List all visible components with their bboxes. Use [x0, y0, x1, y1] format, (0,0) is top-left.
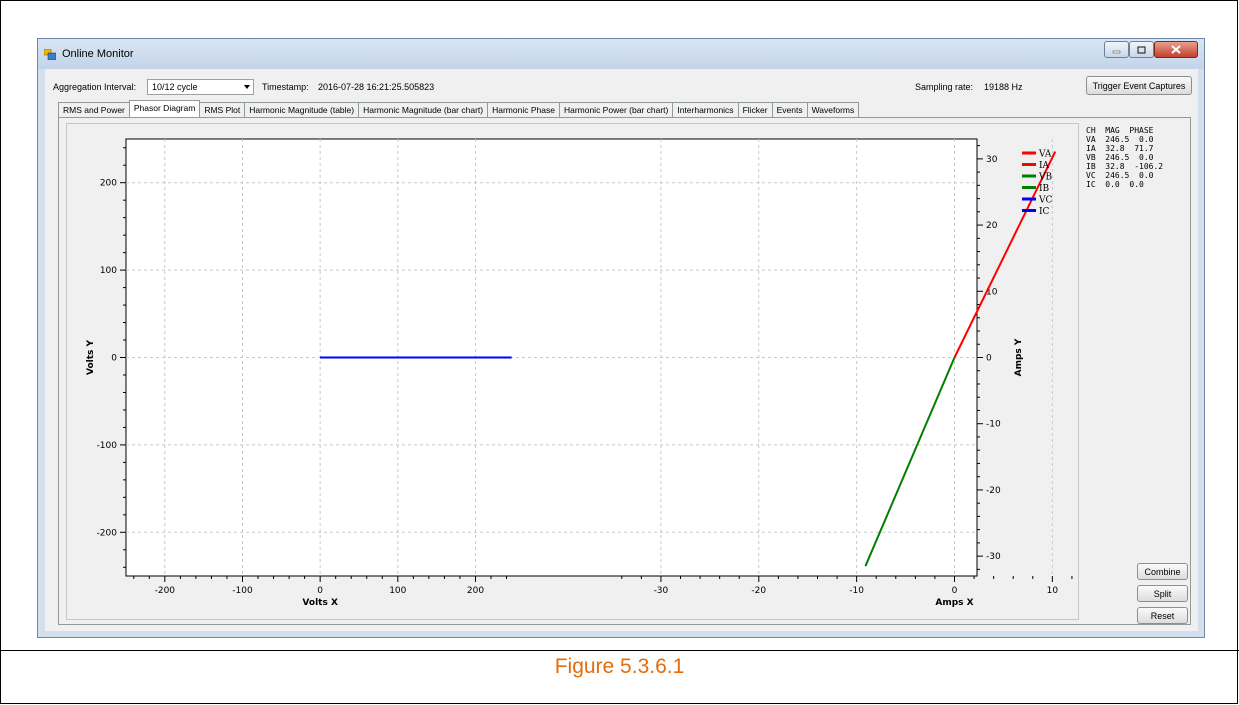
x-tick-label: 0	[317, 586, 323, 596]
y-tick-label: -10	[986, 420, 1001, 430]
series-line-ia	[953, 151, 1057, 358]
sampling-rate-label: Sampling rate:	[915, 82, 974, 92]
tab-rms-plot[interactable]: RMS Plot	[199, 102, 246, 117]
window-client-area: Aggregation Interval: 10/12 cycle Timest…	[45, 69, 1198, 631]
window-title: Online Monitor	[62, 48, 134, 60]
readout-row: VA 246.5 0.0	[1086, 135, 1154, 144]
y-tick-label: -100	[97, 441, 118, 451]
readout-row: IA 32.8 71.7	[1086, 144, 1154, 153]
online-monitor-window: Online Monitor Aggregation Interval: 10/…	[37, 38, 1205, 638]
x-tick-label: 0	[952, 586, 958, 596]
phasor-readout: CH MAG PHASE VA 246.5 0.0 IA 32.8 71.7 V…	[1086, 126, 1163, 189]
legend-label-ic: IC	[1039, 207, 1050, 217]
tab-harmonic-power-bar-chart[interactable]: Harmonic Power (bar chart)	[558, 102, 674, 117]
legend-label-va: VA	[1038, 150, 1052, 160]
reset-button[interactable]: Reset	[1137, 607, 1188, 624]
y-tick-label: 0	[986, 353, 992, 363]
timestamp-label: Timestamp:	[262, 82, 309, 92]
trigger-event-captures-button[interactable]: Trigger Event Captures	[1086, 76, 1192, 95]
phasor-diagram-page: -200 -100 0 100 200 -30 -20 -10 0 10 20 30 -200 -100 0…	[58, 117, 1191, 625]
readout-row: VC 246.5 0.0	[1086, 171, 1154, 180]
minimize-icon	[1112, 50, 1121, 53]
title-bar[interactable]: Online Monitor	[38, 39, 1204, 69]
y-tick-label: 30	[986, 155, 998, 165]
y-tick-label: 200	[100, 179, 117, 189]
series-line-ib	[864, 357, 956, 567]
timestamp-value: 2016-07-28 16:21:25.505823	[318, 82, 435, 92]
x-tick-label: 10	[1047, 586, 1059, 596]
tab-harmonic-magnitude-table[interactable]: Harmonic Magnitude (table)	[244, 102, 360, 117]
chevron-down-icon	[244, 85, 250, 89]
tab-phasor-diagram[interactable]: Phasor Diagram	[128, 100, 201, 117]
x-tick-label: -30	[654, 586, 669, 596]
figure-caption: Figure 5.3.6.1	[554, 655, 685, 678]
y-axis-label-amps: Amps Y	[1014, 338, 1024, 376]
caption-divider	[0, 650, 1239, 651]
x-axis-label-volts: Volts X	[302, 598, 338, 608]
plot-panel: -200 -100 0 100 200 -30 -20 -10 0 10 20 30 -200 -100 0…	[66, 123, 1079, 620]
x-tick-label: -20	[751, 586, 766, 596]
x-tick-label: -100	[232, 586, 253, 596]
tab-events[interactable]: Events	[771, 102, 808, 117]
window-controls	[1104, 41, 1198, 59]
y-tick-label: 20	[986, 221, 998, 231]
tab-strip: RMS and Power Phasor Diagram RMS Plot Harmo…	[58, 100, 860, 117]
minimize-button[interactable]	[1104, 41, 1129, 58]
combine-button[interactable]: Combine	[1137, 563, 1188, 580]
split-button[interactable]: Split	[1137, 585, 1188, 602]
tab-rms-and-power[interactable]: RMS and Power	[58, 102, 130, 117]
x-axis-label-amps: Amps X	[935, 598, 973, 608]
y-tick-label: -200	[97, 528, 118, 538]
legend-label-ib: IB	[1039, 184, 1050, 194]
tab-waveforms[interactable]: Waveforms	[806, 102, 860, 117]
aggregation-interval-dropdown[interactable]: 10/12 cycle	[147, 79, 254, 95]
y-tick-label: 10	[986, 287, 998, 297]
tab-interharmonics[interactable]: Interharmonics	[672, 102, 739, 117]
tab-harmonic-magnitude-bar-chart[interactable]: Harmonic Magnitude (bar chart)	[358, 102, 489, 117]
y-tick-label: 0	[111, 354, 117, 364]
legend-label-vc: VC	[1038, 196, 1052, 206]
app-icon	[44, 49, 56, 60]
readout-row: IB 32.8 -106.2	[1086, 162, 1164, 171]
aggregation-interval-value: 10/12 cycle	[152, 82, 198, 92]
tab-harmonic-phase[interactable]: Harmonic Phase	[487, 102, 560, 117]
y-tick-label: 100	[100, 266, 117, 276]
x-tick-label: -200	[155, 586, 176, 596]
sampling-rate-value: 19188 Hz	[984, 82, 1023, 92]
close-icon	[1171, 45, 1181, 54]
tab-flicker[interactable]: Flicker	[737, 102, 773, 117]
y-tick-label: -20	[986, 486, 1001, 496]
x-tick-label: 200	[467, 586, 484, 596]
readout-header: CH MAG PHASE	[1086, 126, 1154, 135]
readout-row: IC 0.0 0.0	[1086, 180, 1144, 189]
y-axis-label-volts: Volts Y	[86, 339, 96, 375]
x-tick-label: 100	[389, 586, 406, 596]
maximize-button[interactable]	[1129, 41, 1154, 58]
close-button[interactable]	[1154, 41, 1198, 58]
aggregation-interval-label: Aggregation Interval:	[53, 82, 137, 92]
y-tick-label: -30	[986, 552, 1001, 562]
readout-row: VB 246.5 0.0	[1086, 153, 1154, 162]
maximize-icon	[1137, 45, 1146, 54]
x-tick-label: -10	[849, 586, 864, 596]
legend-label-ia: IA	[1039, 161, 1050, 171]
legend-label-vb: VB	[1038, 173, 1052, 183]
